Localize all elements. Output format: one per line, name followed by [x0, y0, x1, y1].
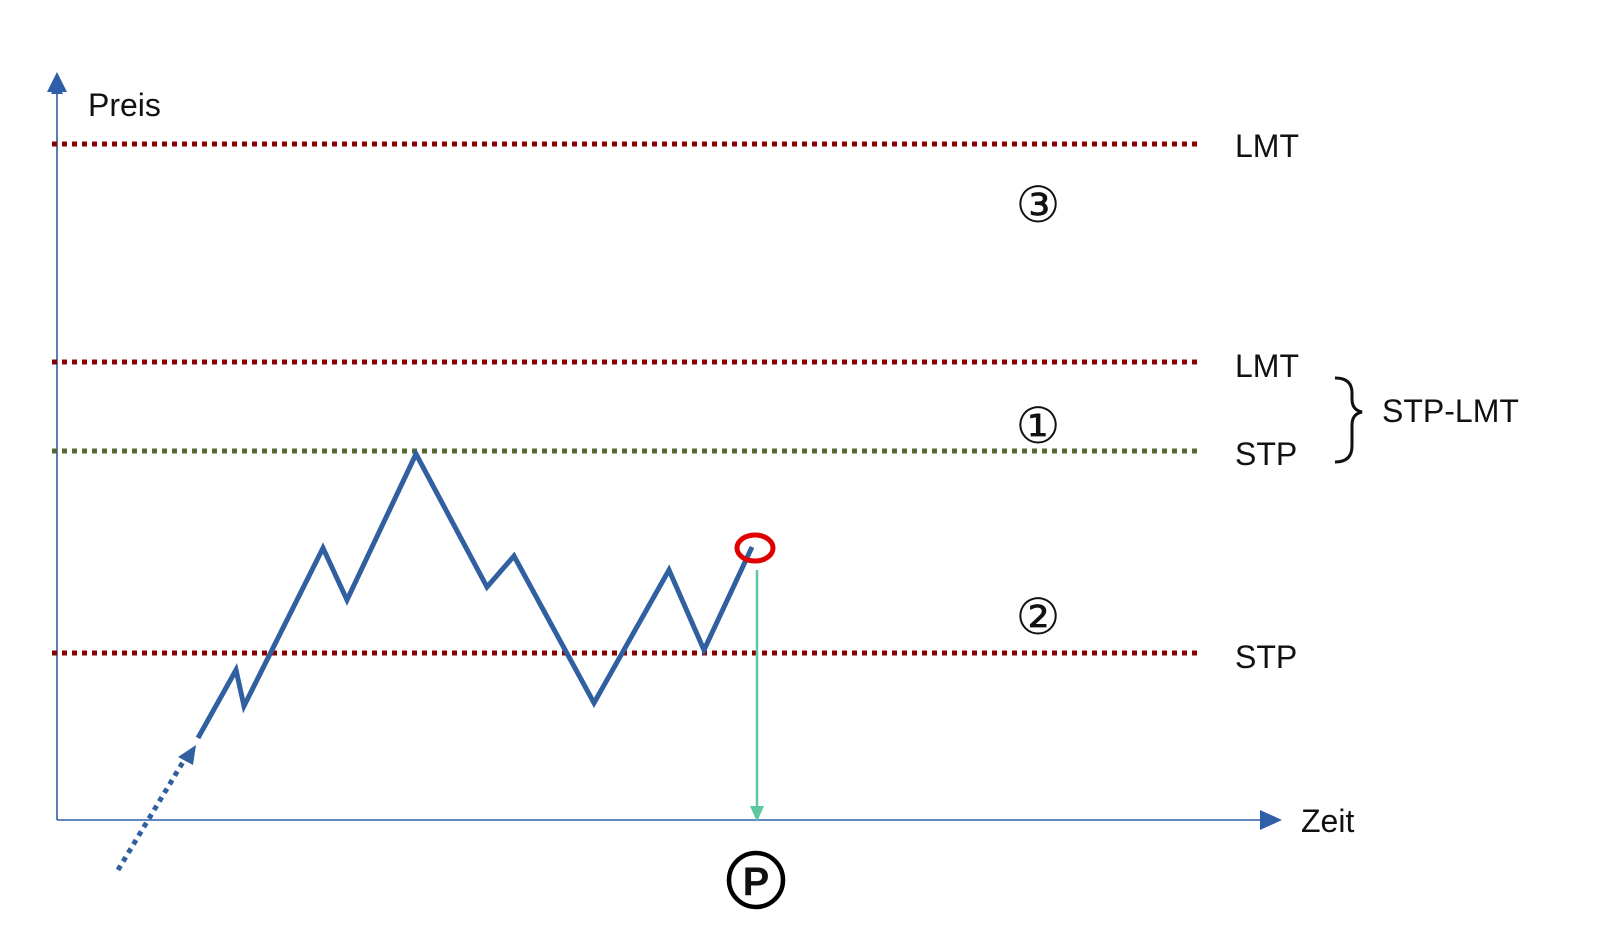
- level-label-stp-lower: STP: [1235, 639, 1297, 675]
- y-axis-label: Preis: [88, 87, 161, 123]
- zone-marker-two: ②: [1016, 589, 1061, 645]
- zone-marker-one: ①: [1016, 398, 1061, 454]
- level-label-lmt-mid: LMT: [1235, 348, 1299, 384]
- x-axis-arrowhead: [1260, 810, 1282, 830]
- bracket-icon: [1334, 376, 1363, 464]
- execution-arrowhead: [750, 806, 764, 822]
- trigger-circle: [734, 532, 776, 564]
- y-axis-arrowhead: [47, 72, 67, 92]
- p-marker-circle: [726, 850, 786, 910]
- incoming-trend-arrowhead: [178, 745, 196, 765]
- p-marker-letter: P: [743, 860, 770, 904]
- level-label-lmt-upper: LMT: [1235, 128, 1299, 164]
- incoming-trend-arrow: [115, 755, 189, 872]
- x-axis-label: Zeit: [1301, 803, 1354, 839]
- price-line: [195, 448, 755, 740]
- level-label-stp-mid: STP: [1235, 436, 1297, 472]
- bracket-label: STP-LMT: [1382, 393, 1519, 429]
- zone-marker-three: ③: [1016, 177, 1061, 233]
